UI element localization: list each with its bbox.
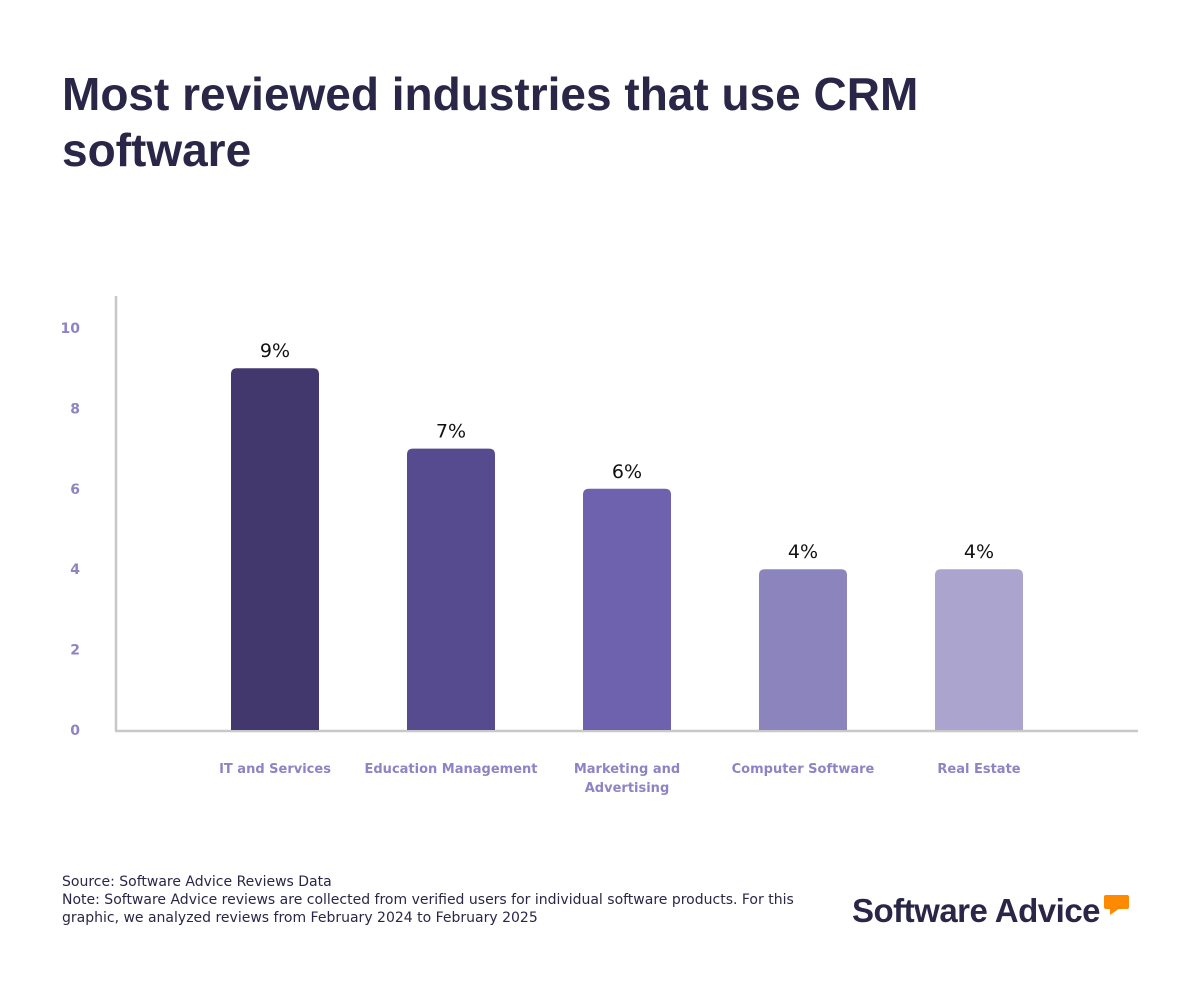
software-advice-logo: Software Advice [852, 892, 1101, 929]
y-tick-label: 4 [70, 562, 80, 578]
data-label: 9% [260, 340, 290, 362]
y-tick-label: 10 [61, 321, 81, 337]
bar [231, 368, 319, 730]
chart-title: Most reviewed industries that use CRM so… [62, 68, 919, 176]
x-tick-label: Computer Software [732, 762, 875, 777]
footer: Source: Software Advice Reviews Data Not… [62, 873, 802, 927]
x-tick-label: IT and Services [219, 762, 331, 777]
source-text: Source: Software Advice Reviews Data [62, 874, 332, 890]
y-tick-label: 2 [70, 643, 80, 659]
data-label: 4% [788, 541, 818, 563]
bar [759, 569, 847, 730]
y-tick-label: 8 [70, 401, 80, 417]
x-tick-label: Education Management [365, 762, 538, 777]
bar [935, 569, 1023, 730]
data-label: 7% [436, 421, 466, 443]
speech-bubble-icon [1104, 895, 1129, 915]
data-label: 6% [612, 461, 642, 483]
note-text: Note: Software Advice reviews are collec… [62, 892, 794, 926]
bar [407, 448, 495, 730]
y-tick-label: 0 [70, 723, 80, 739]
x-tick-label: Real Estate [937, 762, 1020, 777]
data-label: 4% [964, 541, 994, 563]
x-tick-label: Marketing and Advertising [574, 762, 680, 796]
bar [583, 488, 671, 730]
bar-chart: 0 2 4 6 8 10 9% IT and Services 7% Education Mana… [61, 296, 1138, 796]
y-tick-label: 6 [70, 482, 80, 498]
